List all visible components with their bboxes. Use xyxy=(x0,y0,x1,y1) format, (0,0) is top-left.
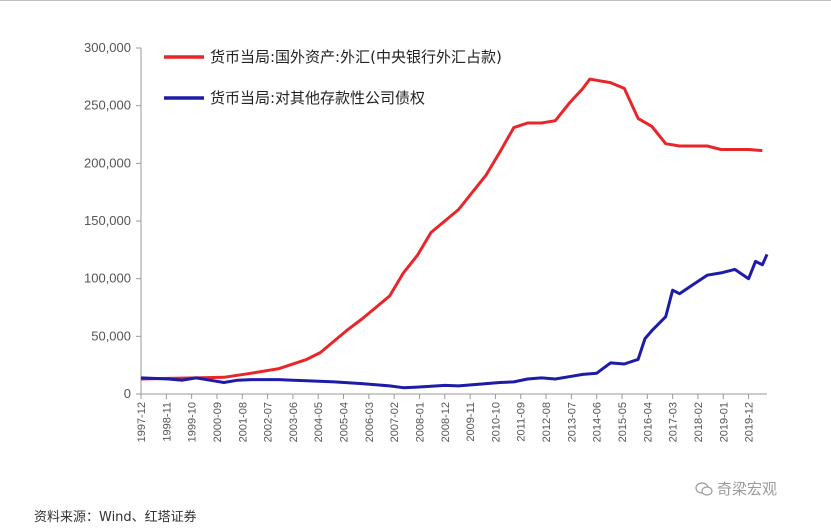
x-tick-label: 2008-12 xyxy=(440,402,452,442)
legend-label-claims-on-banks: 货币当局:对其他存款性公司债权 xyxy=(210,89,425,107)
x-tick-label: 2003-06 xyxy=(288,402,300,442)
x-tick-label: 2011-09 xyxy=(516,402,528,442)
y-tick-label: 250,000 xyxy=(84,98,131,113)
series-line-fx-assets xyxy=(140,77,763,381)
x-tick-label: 2008-01 xyxy=(414,402,426,442)
y-tick-label: 200,000 xyxy=(84,155,131,170)
series-line-claims-on-banks xyxy=(140,253,769,390)
top-border-line xyxy=(0,0,831,1)
x-tick-label: 2009-11 xyxy=(465,402,477,442)
x-tick-label: 2004-05 xyxy=(313,402,325,442)
x-tick-label: 2018-02 xyxy=(693,402,705,442)
x-tick-label: 2014-06 xyxy=(592,402,604,442)
watermark: 奇梁宏观 xyxy=(695,478,777,499)
x-tick-label: 1999-10 xyxy=(187,402,199,442)
y-tick-label: 50,000 xyxy=(91,328,131,343)
legend-label-fx-assets: 货币当局:国外资产:外汇(中央银行外汇占款) xyxy=(210,48,502,66)
y-axis: 0 50,000 100,000 150,000 200,000 250,000 300,0… xyxy=(84,40,142,401)
x-tick-label: 2015-05 xyxy=(617,402,629,442)
x-tick-label: 2000-09 xyxy=(212,402,224,442)
watermark-text: 奇梁宏观 xyxy=(717,480,778,498)
source-note: 资料来源：Wind、红塔证券 xyxy=(34,510,197,525)
series-layer xyxy=(140,77,769,390)
x-tick-label: 2001-08 xyxy=(237,402,249,442)
x-tick-label: 2016-04 xyxy=(642,402,654,442)
x-tick-label: 2019-01 xyxy=(718,402,730,442)
y-tick-label: 150,000 xyxy=(84,213,131,228)
x-tick-label: 1997-12 xyxy=(136,402,148,442)
y-tick-label: 0 xyxy=(124,386,131,401)
y-tick-label: 100,000 xyxy=(84,271,131,286)
x-tick-label: 2006-03 xyxy=(364,402,376,442)
legend: 货币当局:国外资产:外汇(中央银行外汇占款) 货币当局:对其他存款性公司债权 xyxy=(164,48,502,107)
line-chart: 0 50,000 100,000 150,000 200,000 250,000 300,0… xyxy=(84,40,769,442)
x-tick-label: 2010-10 xyxy=(490,402,502,442)
x-tick-label: 2013-07 xyxy=(566,402,578,442)
x-tick-label: 2005-04 xyxy=(339,402,351,442)
y-tick-label: 300,000 xyxy=(84,40,131,55)
x-axis: 1997-12 1998-11 1999-10 2000-09 2001-08 2002-… xyxy=(136,393,767,442)
x-tick-label: 1998-11 xyxy=(161,402,173,442)
x-tick-label: 2002-07 xyxy=(263,402,275,442)
x-tick-label: 2017-03 xyxy=(668,402,680,442)
x-tick-label: 2012-08 xyxy=(541,402,553,442)
wechat-icon xyxy=(695,481,713,496)
x-tick-label: 2007-02 xyxy=(389,402,401,442)
x-tick-label: 2019-12 xyxy=(744,402,756,442)
